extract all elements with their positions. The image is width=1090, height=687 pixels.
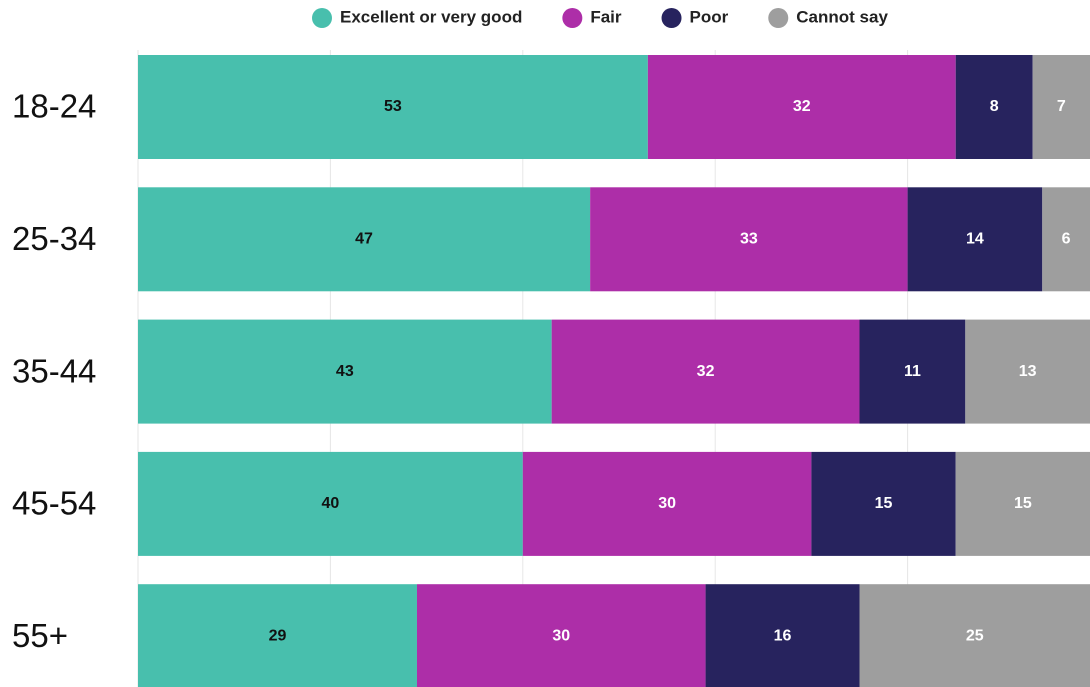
legend-label: Cannot say: [796, 7, 888, 26]
legend-swatch: [661, 8, 682, 28]
bar-segment: [416, 584, 706, 687]
value-label: 30: [658, 495, 676, 512]
value-label: 16: [774, 627, 792, 644]
bar-segment: [138, 319, 552, 424]
value-label: 33: [740, 231, 758, 248]
category-label: 55+: [12, 617, 68, 654]
value-label: 8: [990, 98, 999, 115]
category-label: 35-44: [12, 352, 96, 389]
value-label: 47: [355, 231, 373, 248]
value-label: 7: [1057, 98, 1066, 115]
category-label: 45-54: [12, 485, 96, 522]
value-label: 53: [384, 98, 402, 115]
legend-label: Excellent or very good: [340, 7, 522, 26]
bar-segment: [955, 55, 1033, 159]
value-label: 6: [1062, 231, 1071, 248]
legend-swatch: [768, 8, 789, 28]
bar-segment: [590, 187, 908, 292]
value-label: 14: [966, 231, 984, 248]
bar-segment: [1032, 55, 1090, 159]
bar-segment: [1042, 187, 1090, 292]
value-label: 25: [966, 627, 984, 644]
value-label: 15: [1014, 495, 1032, 512]
legend-swatch: [562, 8, 583, 28]
value-label: 32: [697, 363, 715, 380]
bar-segment: [859, 584, 1090, 687]
legend-label: Poor: [690, 7, 729, 26]
bar-segment: [551, 319, 860, 424]
bar-segment: [965, 319, 1090, 424]
bar-segment: [907, 187, 1043, 292]
bar-segment: [138, 55, 648, 159]
value-label: 11: [904, 363, 921, 380]
bar-segment: [647, 55, 956, 159]
value-label: 40: [322, 495, 340, 512]
value-label: 32: [793, 98, 811, 115]
bar-segment: [138, 451, 523, 556]
bar-segment: [955, 451, 1090, 556]
bar-segment: [138, 584, 417, 687]
value-label: 43: [336, 363, 354, 380]
legend-label: Fair: [590, 7, 622, 26]
category-label: 25-34: [12, 220, 96, 257]
bar-segment: [522, 451, 812, 556]
bar-segment: [138, 187, 591, 292]
bar-segment: [811, 451, 956, 556]
category-label: 18-24: [12, 88, 96, 125]
value-label: 29: [269, 627, 287, 644]
legend-swatch: [312, 8, 332, 28]
value-label: 30: [552, 627, 570, 644]
value-label: 15: [875, 495, 893, 512]
bar-segment: [705, 584, 860, 687]
value-label: 13: [1019, 363, 1037, 380]
bar-segment: [859, 319, 966, 424]
